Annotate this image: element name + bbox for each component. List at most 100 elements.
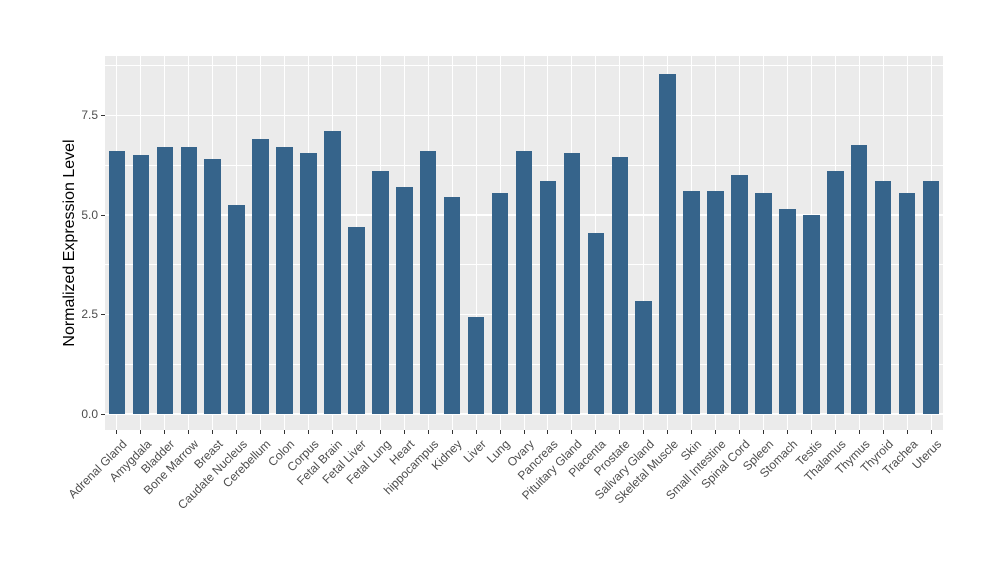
x-tick-mark [355,430,357,434]
x-tick-label: Spleen [740,437,777,474]
y-tick-label: 0.0 [81,406,98,421]
bar [683,191,700,414]
x-tick-label: Stomach [756,437,801,481]
x-tick-label: hippocampus [380,437,442,498]
x-tick-mark [595,430,597,434]
bar [755,193,772,414]
x-tick-mark [571,430,573,434]
x-tick-label: Kidney [429,437,466,473]
x-tick-label: Adrenal Gland [65,437,130,502]
plot-panel [105,56,943,430]
x-tick-mark [379,430,381,434]
x-tick-label: Small Intestine [662,437,729,503]
bar [779,209,796,414]
x-tick-label: Skeletal Muscle [611,437,681,507]
bar [635,300,652,414]
x-tick-mark [212,430,214,434]
x-tick-mark [308,430,309,434]
x-tick-mark [619,430,621,434]
bar [659,73,676,414]
x-tick-label: Salivary Gland [591,437,657,503]
x-tick-mark [140,430,142,434]
bar [396,187,413,414]
x-tick-mark [691,430,693,434]
x-tick-mark [499,430,501,434]
x-tick-mark [906,430,908,434]
bar [922,181,940,414]
bar [707,191,724,414]
x-tick-mark [475,430,477,434]
x-tick-mark [930,430,932,434]
x-tick-label: Caudate Nucleus [174,437,250,512]
y-axis-title: Normalized Expression Level [61,139,78,347]
x-tick-label: Ovary [504,437,537,470]
y-tick-mark [101,214,105,216]
x-tick-mark [188,430,190,434]
category-gridline [475,56,477,430]
x-tick-mark [738,430,740,434]
y-tick-mark [101,413,105,415]
x-tick-mark [427,430,429,434]
bar [372,171,389,414]
bar [731,175,748,414]
x-tick-mark [667,430,669,434]
bar [874,181,892,414]
bar [156,147,174,414]
x-tick-label: Liver [460,437,490,466]
x-tick-label: Spinal Cord [698,437,753,492]
bar [563,153,581,414]
x-tick-mark [284,430,286,434]
x-tick-mark [260,430,262,434]
x-tick-label: Trachea [879,437,920,478]
x-tick-label: Testis [792,437,825,469]
bar [180,147,198,414]
bar [324,131,341,414]
x-tick-label: Bone Marrow [141,437,202,498]
x-tick-mark [715,430,717,434]
bar [850,145,868,414]
bar [108,151,126,414]
x-tick-label: Fetal Liver [319,437,370,487]
x-tick-mark [451,430,453,434]
x-tick-mark [403,430,405,434]
bar [898,193,916,414]
bar [276,147,293,414]
x-tick-label: Uterus [909,437,944,472]
x-tick-label: Thymus [832,437,873,478]
x-tick-label: Pituitary Gland [519,437,585,503]
bar [515,151,533,414]
bar [252,139,269,414]
bar [132,155,150,414]
x-tick-mark [786,430,788,434]
x-tick-mark [762,430,764,434]
bar [419,151,437,414]
bar [300,153,317,414]
x-tick-label: Cerebellum [220,437,274,491]
bar [228,205,245,414]
y-tick-label: 7.5 [81,108,98,122]
x-tick-mark [643,430,645,434]
x-tick-label: Bladder [138,437,178,477]
x-tick-label: Thalamus [801,437,849,485]
bar [587,232,605,414]
x-tick-mark [810,430,812,434]
bar [443,197,461,414]
x-tick-mark [858,430,860,434]
x-tick-label: Heart [386,437,418,468]
x-tick-label: Corpus [284,437,322,475]
bar [467,316,485,414]
x-tick-mark [834,430,836,434]
x-tick-label: Fetal Lung [343,437,394,488]
bar [348,226,365,414]
x-tick-label: Prostate [591,437,633,479]
x-tick-label: Thyroid [857,437,897,476]
bar [539,181,557,414]
x-tick-mark [331,430,333,434]
y-tick-mark [101,314,105,315]
category-gridline [643,56,645,430]
x-tick-label: Skin [678,437,705,464]
x-tick-mark [523,430,525,434]
x-tick-label: Breast [191,437,226,472]
x-tick-mark [547,430,549,434]
